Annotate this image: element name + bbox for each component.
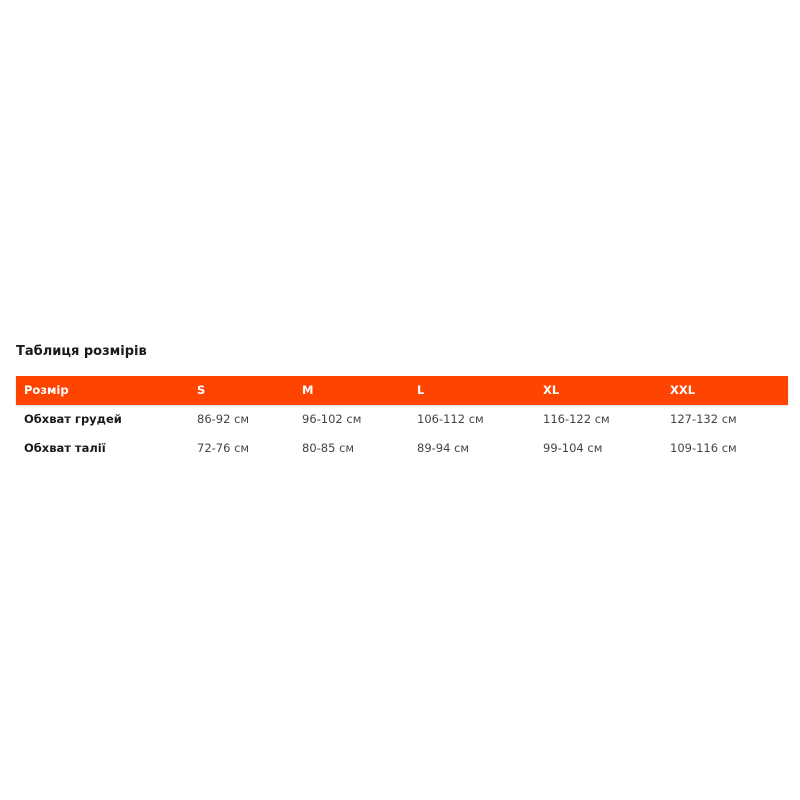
header-cell: M	[302, 383, 314, 397]
table-cell: 127-132 см	[670, 412, 737, 426]
table-row: Обхват грудей 86-92 см 96-102 см 106-112…	[16, 405, 788, 434]
table-cell: 89-94 см	[417, 441, 470, 455]
header-cell: Розмір	[24, 383, 69, 397]
table-row: Обхват талії 72-76 см 80-85 см 89-94 см …	[16, 434, 788, 463]
table-header-row: Розмір S M L XL XXL	[16, 376, 788, 405]
header-cell: XL	[543, 383, 560, 397]
size-table: Розмір S M L XL XXL Обхват грудей 86-92 …	[16, 376, 788, 463]
table-cell: 96-102 см	[302, 412, 362, 426]
header-cell: L	[417, 383, 425, 397]
row-label: Обхват талії	[24, 441, 106, 455]
table-cell: 116-122 см	[543, 412, 610, 426]
header-cell: S	[197, 383, 206, 397]
page-title: Таблиця розмірів	[16, 344, 147, 359]
row-label: Обхват грудей	[24, 412, 122, 426]
table-cell: 86-92 см	[197, 412, 250, 426]
table-cell: 80-85 см	[302, 441, 355, 455]
table-cell: 72-76 см	[197, 441, 250, 455]
header-cell: XXL	[670, 383, 696, 397]
table-cell: 99-104 см	[543, 441, 603, 455]
table-cell: 109-116 см	[670, 441, 737, 455]
table-cell: 106-112 см	[417, 412, 484, 426]
